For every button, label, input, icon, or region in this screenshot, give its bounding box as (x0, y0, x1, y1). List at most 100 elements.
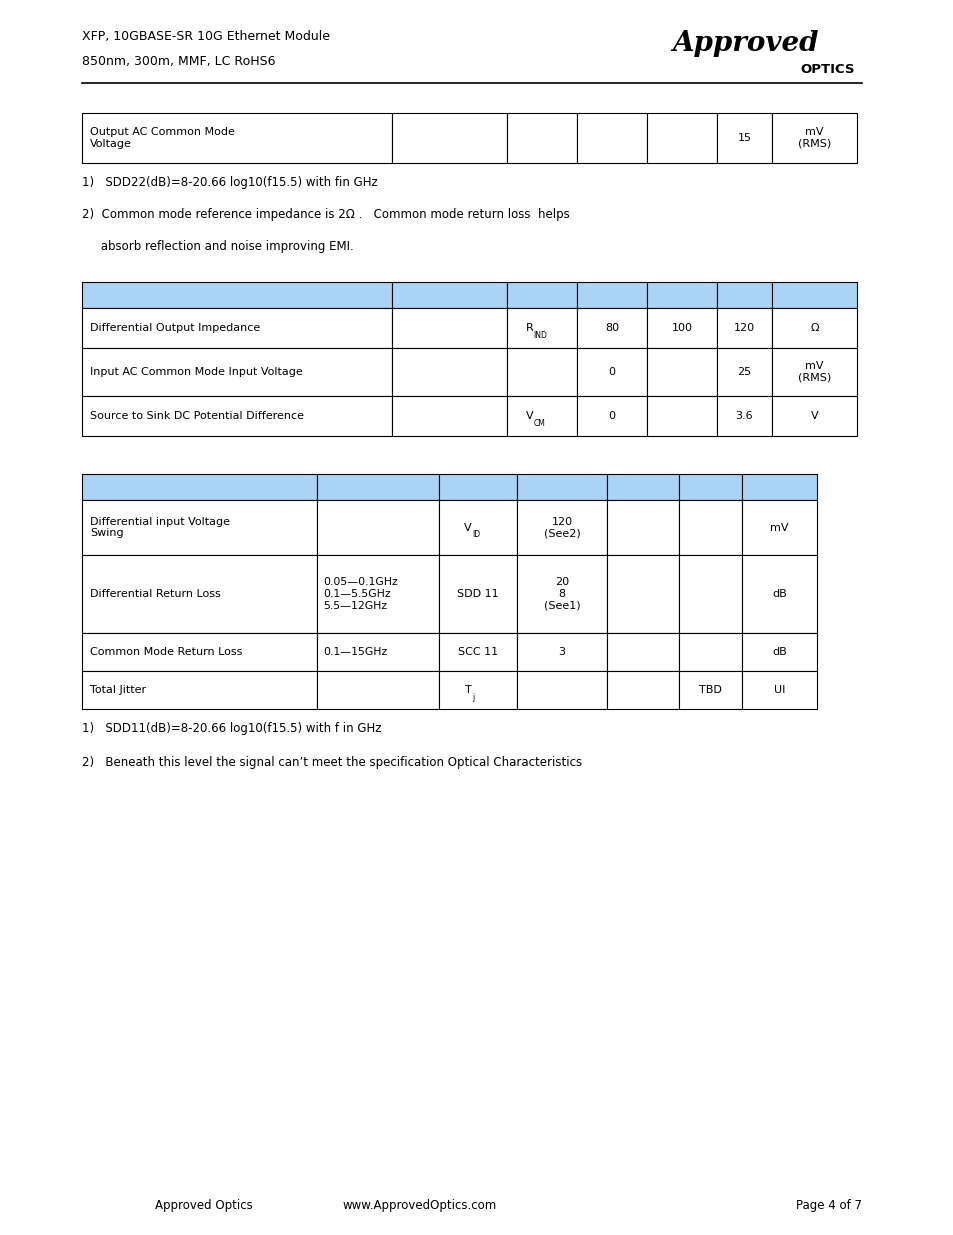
Text: Common Mode Return Loss: Common Mode Return Loss (90, 647, 242, 657)
Bar (392, 112, 506, 163)
Bar (679, 634, 741, 671)
Text: Page 4 of 7: Page 4 of 7 (795, 1198, 862, 1212)
Text: V: V (525, 411, 533, 421)
Bar (717, 112, 771, 163)
Bar (82, 634, 316, 671)
Bar (679, 671, 741, 709)
Bar (392, 308, 506, 348)
Text: 1)   SDD11(dB)=8-20.66 log10(f15.5) with f in GHz: 1) SDD11(dB)=8-20.66 log10(f15.5) with f… (82, 722, 381, 735)
Text: Output AC Common Mode
Voltage: Output AC Common Mode Voltage (90, 127, 234, 148)
Bar (438, 634, 517, 671)
Bar (506, 308, 577, 348)
Text: 2)   Beneath this level the signal can’t meet the specification Optical Characte: 2) Beneath this level the signal can’t m… (82, 756, 581, 769)
Text: Differential input Voltage
Swing: Differential input Voltage Swing (90, 516, 230, 538)
Text: 1)   SDD22(dB)=8-20.66 log10(f15.5) with fin GHz: 1) SDD22(dB)=8-20.66 log10(f15.5) with f… (82, 177, 377, 189)
Bar (392, 396, 506, 436)
Text: XFP, 10GBASE-SR 10G Ethernet Module: XFP, 10GBASE-SR 10G Ethernet Module (82, 30, 330, 43)
Text: 20
8
(See1): 20 8 (See1) (543, 578, 579, 610)
Text: mV
(RMS): mV (RMS) (797, 127, 830, 148)
Bar (438, 555, 517, 634)
Text: j: j (472, 693, 474, 701)
Text: Approved: Approved (671, 30, 818, 57)
Bar (316, 474, 438, 500)
Bar (741, 671, 816, 709)
Text: SDD 11: SDD 11 (456, 589, 498, 599)
Bar (506, 396, 577, 436)
Text: 15: 15 (737, 133, 751, 143)
Bar (316, 500, 438, 555)
Bar (517, 500, 606, 555)
Text: mV
(RMS): mV (RMS) (797, 361, 830, 383)
Text: R: R (525, 324, 533, 333)
Bar (517, 671, 606, 709)
Bar (577, 308, 646, 348)
Bar (506, 112, 577, 163)
Bar (679, 555, 741, 634)
Bar (717, 348, 771, 396)
Bar (506, 348, 577, 396)
Bar (577, 112, 646, 163)
Text: 120: 120 (733, 324, 754, 333)
Bar (438, 474, 517, 500)
Text: mV: mV (769, 522, 788, 532)
Text: Total Jitter: Total Jitter (90, 685, 146, 695)
Text: Input AC Common Mode Input Voltage: Input AC Common Mode Input Voltage (90, 367, 302, 377)
Text: TBD: TBD (699, 685, 721, 695)
Text: Differential Return Loss: Differential Return Loss (90, 589, 220, 599)
Bar (741, 474, 816, 500)
Text: 80: 80 (604, 324, 618, 333)
Text: 850nm, 300m, MMF, LC RoHS6: 850nm, 300m, MMF, LC RoHS6 (82, 56, 275, 68)
Text: 2)  Common mode reference impedance is 2Ω .   Common mode return loss  helps: 2) Common mode reference impedance is 2Ω… (82, 207, 569, 221)
Bar (316, 555, 438, 634)
Bar (392, 282, 506, 308)
Bar (577, 396, 646, 436)
Text: 0.05—0.1GHz
0.1—5.5GHz
5.5—12GHz: 0.05—0.1GHz 0.1—5.5GHz 5.5—12GHz (323, 578, 397, 610)
Bar (577, 348, 646, 396)
Text: 3: 3 (558, 647, 565, 657)
Bar (741, 500, 816, 555)
Bar (82, 671, 316, 709)
Bar (646, 396, 717, 436)
Bar (771, 308, 856, 348)
Bar (646, 348, 717, 396)
Bar (82, 348, 392, 396)
Bar (771, 396, 856, 436)
Text: 3.6: 3.6 (735, 411, 753, 421)
Text: CM: CM (533, 419, 545, 427)
Bar (438, 671, 517, 709)
Bar (646, 112, 717, 163)
Bar (82, 396, 392, 436)
Bar (517, 634, 606, 671)
Bar (517, 555, 606, 634)
Bar (606, 671, 679, 709)
Text: absorb reflection and noise improving EMI.: absorb reflection and noise improving EM… (82, 240, 354, 253)
Text: 0: 0 (608, 367, 615, 377)
Bar (82, 555, 316, 634)
Text: OPTICS: OPTICS (800, 63, 854, 77)
Bar (577, 282, 646, 308)
Bar (771, 348, 856, 396)
Text: ID: ID (472, 530, 479, 538)
Text: Approved Optics: Approved Optics (154, 1198, 253, 1212)
Bar (741, 555, 816, 634)
Bar (741, 634, 816, 671)
Bar (771, 112, 856, 163)
Bar (316, 634, 438, 671)
Text: Source to Sink DC Potential Difference: Source to Sink DC Potential Difference (90, 411, 304, 421)
Bar (606, 634, 679, 671)
Bar (392, 348, 506, 396)
Text: 25: 25 (737, 367, 751, 377)
Bar (679, 500, 741, 555)
Text: dB: dB (771, 647, 786, 657)
Bar (82, 308, 392, 348)
Bar (717, 282, 771, 308)
Bar (679, 474, 741, 500)
Bar (771, 282, 856, 308)
Bar (606, 555, 679, 634)
Bar (606, 500, 679, 555)
Bar (646, 282, 717, 308)
Text: 120
(See2): 120 (See2) (543, 516, 579, 538)
Bar (82, 282, 392, 308)
Bar (646, 308, 717, 348)
Text: 0.1—15GHz: 0.1—15GHz (323, 647, 387, 657)
